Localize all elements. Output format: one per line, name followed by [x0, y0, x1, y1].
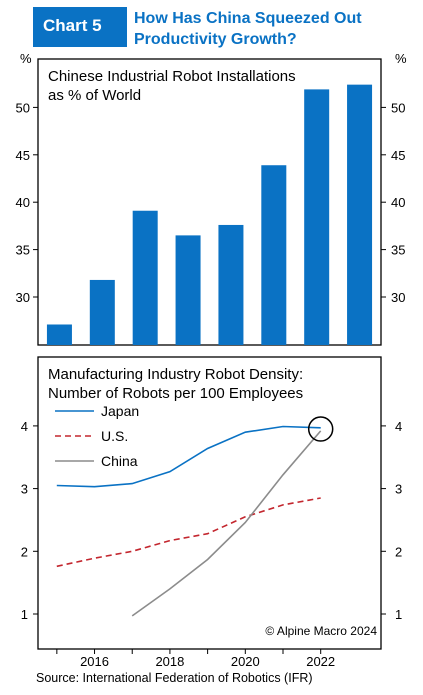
top-right-tick-label-45: 45 [391, 148, 405, 163]
robot-share-bar-2017 [132, 210, 158, 345]
bottom-left-tick-label-2: 2 [21, 544, 28, 559]
bottom-right-tick-label-1: 1 [395, 607, 402, 622]
top-right-tick-label-35: 35 [391, 243, 405, 258]
chart-headline-line1: How Has China Squeezed Out [134, 10, 362, 27]
bottom-left-tick-label-1: 1 [21, 607, 28, 622]
robot-share-bar-2021 [304, 89, 330, 345]
top-left-tick-label-30: 30 [16, 290, 30, 305]
top-right-unit: % [395, 51, 407, 66]
chart-headline: How Has China Squeezed Out Productivity … [134, 8, 414, 50]
top-panel-title-line1: Chinese Industrial Robot Installations [48, 68, 296, 85]
highlight-circle [307, 416, 334, 442]
bottom-right-tick-label-2: 2 [395, 544, 402, 559]
top-left-tick-label-35: 35 [16, 243, 30, 258]
top-panel-title-line2: as % of World [48, 87, 142, 104]
robot-share-bar-2019 [218, 224, 244, 345]
robot-share-bar-2015 [46, 324, 72, 345]
bottom-panel-title: Manufacturing Industry Robot Density: Nu… [48, 365, 303, 403]
bottom-panel-title-line1: Manufacturing Industry Robot Density: [48, 366, 304, 383]
bottom-right-tick-label-4: 4 [395, 419, 402, 434]
source-note: Source: International Federation of Robo… [36, 671, 313, 685]
bottom-x-tick-label-2020: 2020 [231, 654, 260, 669]
robot-share-bar-2018 [175, 235, 201, 345]
legend-label-us: U.S. [101, 428, 128, 444]
bottom-x-tick-label-2022: 2022 [306, 654, 335, 669]
top-left-tick-label-50: 50 [16, 100, 30, 115]
series-line-us [56, 497, 321, 568]
top-panel-title: Chinese Industrial Robot Installations a… [48, 67, 296, 105]
top-left-tick-label-40: 40 [16, 195, 30, 210]
chart-headline-line2: Productivity Growth? [134, 31, 297, 48]
robot-share-bar-2022 [347, 84, 373, 345]
legend-label-japan: Japan [101, 403, 139, 419]
chart-number-badge: Chart 5 [33, 7, 127, 47]
top-left-unit: % [20, 51, 32, 66]
top-right-tick-label-40: 40 [391, 195, 405, 210]
bottom-x-tick-label-2018: 2018 [155, 654, 184, 669]
series-line-china [131, 430, 322, 617]
robot-share-bar-2016 [89, 279, 115, 345]
legend-label-china: China [101, 453, 138, 469]
top-left-tick-label-45: 45 [16, 148, 30, 163]
top-right-tick-label-50: 50 [391, 100, 405, 115]
robot-share-bar-2020 [261, 165, 287, 345]
chart-number-label: Chart 5 [43, 16, 102, 35]
bottom-panel-title-line2: Number of Robots per 100 Employees [48, 385, 304, 402]
series-line-japan [56, 425, 321, 488]
copyright-note: © Alpine Macro 2024 [265, 624, 377, 638]
bottom-x-tick-label-2016: 2016 [80, 654, 109, 669]
bottom-panel-frame [37, 356, 382, 650]
bottom-left-tick-label-4: 4 [21, 419, 28, 434]
bottom-left-tick-label-3: 3 [21, 482, 28, 497]
top-right-tick-label-30: 30 [391, 290, 405, 305]
bottom-right-tick-label-3: 3 [395, 482, 402, 497]
